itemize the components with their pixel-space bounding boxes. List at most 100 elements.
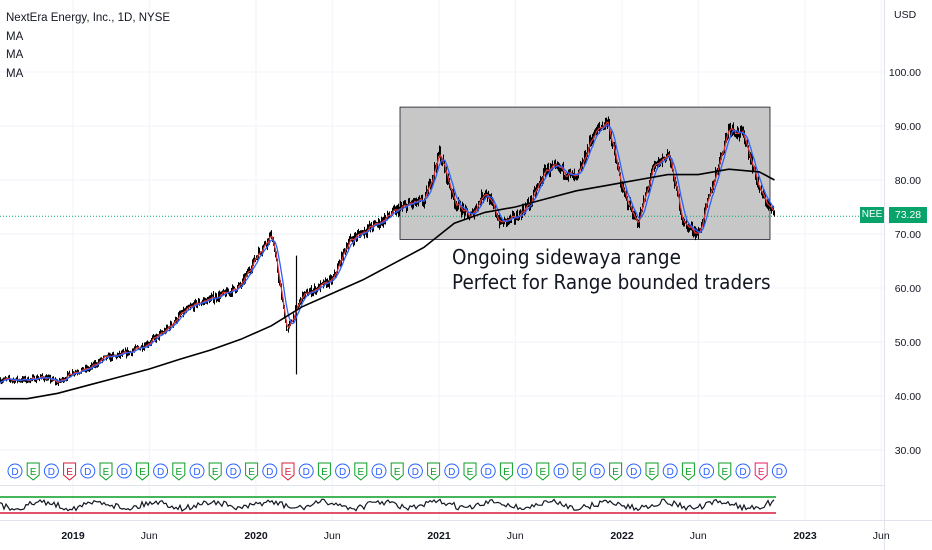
earnings-marker-label: E — [721, 467, 728, 478]
earnings-marker-label: E — [66, 467, 73, 478]
time-axis: 2019 Jun 2020 Jun 2021 Jun 2022 Jun 2023 Jun — [0, 520, 932, 542]
dividend-marker — [480, 463, 496, 479]
legend-title: NextEra Energy, Inc., 1D, NYSE — [6, 12, 171, 24]
dividend-marker — [699, 463, 715, 479]
symbol-badge: NEE — [860, 207, 884, 223]
legend-ma-2[interactable]: MA — [6, 49, 24, 61]
earnings-marker — [718, 462, 732, 481]
dividend-marker-label: D — [485, 467, 492, 478]
dividend-marker-label: D — [303, 467, 310, 478]
dividend-marker-label: D — [739, 467, 746, 478]
dividend-marker — [771, 463, 787, 479]
ma-slow-line — [0, 168, 775, 400]
oscillator-pane — [0, 485, 884, 514]
earnings-marker-label: E — [467, 467, 474, 478]
dividend-marker — [116, 463, 132, 479]
earnings-marker — [317, 462, 331, 481]
earnings-marker-label: E — [612, 467, 619, 478]
earnings-marker — [536, 462, 550, 481]
earnings-marker — [645, 462, 659, 481]
dividend-marker — [80, 463, 96, 479]
dividend-marker — [298, 463, 314, 479]
price-tick-label: 100.00 — [889, 67, 921, 79]
earnings-marker — [681, 462, 695, 481]
earnings-marker — [63, 462, 77, 481]
dividend-marker-label: D — [557, 467, 564, 478]
earnings-marker — [390, 462, 404, 481]
dividend-marker — [589, 463, 605, 479]
dividend-marker — [335, 463, 351, 479]
range-box — [399, 106, 771, 240]
annotation-line-2: Perfect for Range bounded traders — [452, 270, 771, 294]
price-tick-label: 60.00 — [895, 283, 921, 295]
earnings-marker — [245, 462, 259, 481]
earnings-marker-label: E — [30, 467, 37, 478]
time-tick-label: Jun — [507, 530, 524, 542]
price-tick-label: 80.00 — [895, 175, 921, 187]
dividend-marker-label: D — [84, 467, 91, 478]
earnings-marker — [172, 462, 186, 481]
earnings-marker — [572, 462, 586, 481]
dividend-marker — [153, 463, 169, 479]
dividend-marker — [626, 463, 642, 479]
earnings-marker-label: E — [685, 467, 692, 478]
earnings-marker-label: E — [139, 467, 146, 478]
earnings-marker — [609, 462, 623, 481]
earnings-marker-label: E — [430, 467, 437, 478]
last-price-badge: 73.28 — [889, 207, 927, 223]
earnings-marker-label: E — [321, 467, 328, 478]
legend-ma-3[interactable]: MA — [6, 67, 24, 80]
price-tick-label: 30.00 — [895, 445, 921, 457]
dividend-marker-label: D — [594, 467, 601, 478]
earnings-marker — [499, 462, 513, 481]
earnings-marker — [281, 462, 295, 481]
chart-legend: NextEra Energy, Inc., 1D, NYSE MA MA MA — [6, 9, 170, 83]
dividend-marker-label: D — [630, 467, 637, 478]
dividend-marker-label: D — [339, 467, 346, 478]
time-tick-label: 2020 — [244, 530, 268, 542]
price-tick-label: 50.00 — [895, 337, 921, 349]
time-tick-label: Jun — [141, 530, 158, 542]
earnings-marker — [427, 462, 441, 481]
earnings-marker-label: E — [758, 467, 765, 478]
dividend-marker — [407, 463, 423, 479]
ma-mid-line — [0, 124, 775, 384]
time-tick-label: 2023 — [793, 530, 817, 542]
price-tick-label: 40.00 — [895, 391, 921, 403]
time-tick-label: 2019 — [61, 530, 85, 542]
dividend-marker-label: D — [667, 467, 674, 478]
earnings-marker-label: E — [357, 467, 364, 478]
earnings-marker — [26, 462, 40, 481]
dividend-marker-label: D — [121, 467, 128, 478]
earnings-marker-label: E — [394, 467, 401, 478]
chart-annotation: Ongoing sidewaya range Perfect for Range… — [452, 245, 771, 295]
dividend-marker-label: D — [230, 467, 237, 478]
annotation-line-1: Ongoing sidewaya range — [452, 245, 681, 269]
currency-label: USD — [894, 9, 917, 21]
oscillator-line — [0, 498, 775, 512]
dividend-marker-label: D — [521, 467, 528, 478]
price-tick-label: 70.00 — [895, 229, 921, 241]
earnings-marker — [135, 462, 149, 481]
dividend-marker — [43, 463, 59, 479]
dividend-marker — [517, 463, 533, 479]
legend-ma-1[interactable]: MA — [6, 30, 24, 43]
dividend-marker-label: D — [703, 467, 710, 478]
earnings-marker — [463, 462, 477, 481]
earnings-marker-label: E — [248, 467, 255, 478]
dividend-marker — [189, 463, 205, 479]
dividend-marker — [553, 463, 569, 479]
dividend-marker — [262, 463, 278, 479]
dividend-marker-label: D — [412, 467, 419, 478]
earnings-marker-label: E — [103, 467, 110, 478]
earnings-marker-label: E — [175, 467, 182, 478]
time-tick-label: Jun — [324, 530, 341, 542]
earnings-marker-label: E — [539, 467, 546, 478]
time-tick-label: 2021 — [427, 530, 451, 542]
dividend-marker — [444, 463, 460, 479]
price-axis: 100.00 90.00 80.00 70.00 60.00 50.00 40.00 30.0… — [889, 67, 921, 457]
time-tick-label: 2022 — [610, 530, 634, 542]
dividend-marker — [662, 463, 678, 479]
